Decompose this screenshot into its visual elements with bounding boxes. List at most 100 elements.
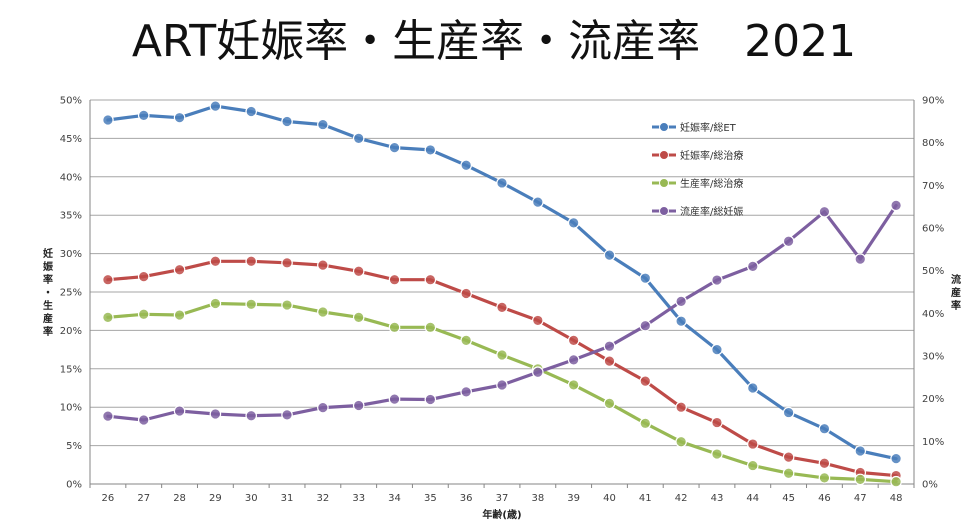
data-point <box>209 408 222 420</box>
x-tick-label: 35 <box>424 493 437 504</box>
x-tick-label: 44 <box>746 493 759 504</box>
x-tick-label: 28 <box>173 493 186 504</box>
x-tick-label: 42 <box>675 493 688 504</box>
legend-label: 流産率/総妊娠 <box>680 205 743 218</box>
data-point <box>388 393 401 405</box>
x-tick-label: 34 <box>388 493 401 504</box>
data-point <box>317 401 329 414</box>
x-axis-title: 年齢(歳) <box>482 508 521 521</box>
y-left-tick-label: 40% <box>60 172 82 183</box>
x-tick-label: 47 <box>854 493 867 504</box>
y-left-tick-label: 50% <box>60 96 82 107</box>
chart-title: ART妊娠率・生産率・流産率 2021 <box>132 16 856 67</box>
data-point <box>173 309 186 321</box>
x-tick-label: 27 <box>137 493 150 504</box>
data-point <box>639 417 652 430</box>
data-point <box>782 406 795 419</box>
y-right-tick-label: 60% <box>922 224 944 235</box>
data-point <box>532 366 544 379</box>
data-point <box>209 297 222 310</box>
data-point <box>460 334 472 347</box>
series-2 <box>102 297 902 488</box>
data-point <box>782 235 795 248</box>
data-point <box>818 472 831 484</box>
legend-item: 生産率/総治療 <box>652 177 743 190</box>
data-point <box>854 253 867 265</box>
y-left-tick-label: 0% <box>66 480 82 491</box>
x-tick-label: 43 <box>711 493 724 504</box>
data-point <box>173 111 186 124</box>
legend-item: 妊娠率/総治療 <box>652 149 743 162</box>
legend-item: 妊娠率/総ET <box>652 121 737 134</box>
data-point <box>352 399 365 412</box>
data-point <box>818 205 831 218</box>
data-point <box>173 263 186 276</box>
y-left-tick-label: 10% <box>60 403 82 414</box>
data-point <box>102 410 114 422</box>
data-point <box>424 273 437 286</box>
data-point <box>639 375 652 387</box>
data-point <box>424 321 437 334</box>
data-point <box>782 467 795 480</box>
data-point <box>352 265 365 278</box>
data-point <box>675 401 687 413</box>
x-tick-label: 31 <box>281 493 294 504</box>
data-point <box>639 319 652 332</box>
legend-item: 流産率/総妊娠 <box>652 205 743 218</box>
data-point <box>460 159 472 172</box>
data-point <box>245 105 258 118</box>
data-point <box>603 340 616 352</box>
x-tick-label: 30 <box>245 493 258 504</box>
x-tick-label: 37 <box>496 493 509 504</box>
data-point <box>102 273 114 286</box>
data-point <box>567 354 580 366</box>
data-point <box>711 274 723 286</box>
x-tick-label: 36 <box>460 493 473 504</box>
data-point <box>567 217 580 229</box>
data-point <box>818 457 831 470</box>
data-point <box>567 379 580 391</box>
y-left-tick-label: 20% <box>60 326 82 337</box>
y-left-axis-title: 妊娠率・生産率 <box>43 247 54 338</box>
data-point <box>746 438 759 450</box>
data-point <box>746 260 759 273</box>
data-point <box>711 343 723 356</box>
data-point <box>317 306 329 318</box>
data-point <box>352 132 365 145</box>
data-point <box>173 405 186 417</box>
x-tick-label: 29 <box>209 493 222 504</box>
data-point <box>460 287 472 300</box>
grid-layer <box>90 99 914 485</box>
y-left-tick-label: 35% <box>60 211 82 222</box>
series-line <box>106 104 898 461</box>
data-point <box>281 299 293 311</box>
y-left-tick-label: 15% <box>60 364 82 375</box>
x-tick-label: 40 <box>603 493 616 504</box>
x-tick-label: 39 <box>567 493 580 504</box>
data-point <box>711 416 723 429</box>
data-point <box>352 311 365 324</box>
legend-swatch-marker <box>659 122 669 132</box>
data-point <box>567 334 580 347</box>
x-tick-label: 38 <box>531 493 544 504</box>
series-0 <box>102 100 902 465</box>
legend-swatch-marker <box>659 178 669 188</box>
data-point <box>102 311 114 324</box>
data-point <box>424 144 437 156</box>
data-point <box>209 255 222 268</box>
y-right-tick-label: 50% <box>922 266 944 277</box>
legend-swatch-marker <box>659 150 669 160</box>
x-tick-label: 32 <box>317 493 330 504</box>
data-point <box>281 115 293 128</box>
data-point <box>245 409 258 422</box>
axis-layer: 0% 5% 10% 15% 20% 25% 30% 35% 40% 45% 50% 0% 10% 20% 3… <box>43 96 961 522</box>
data-point <box>317 118 329 131</box>
data-point <box>317 259 329 271</box>
data-point <box>137 109 150 122</box>
data-point <box>675 435 687 448</box>
data-point <box>782 451 795 463</box>
data-point <box>639 272 652 284</box>
legend-label: 妊娠率/総治療 <box>680 149 743 162</box>
